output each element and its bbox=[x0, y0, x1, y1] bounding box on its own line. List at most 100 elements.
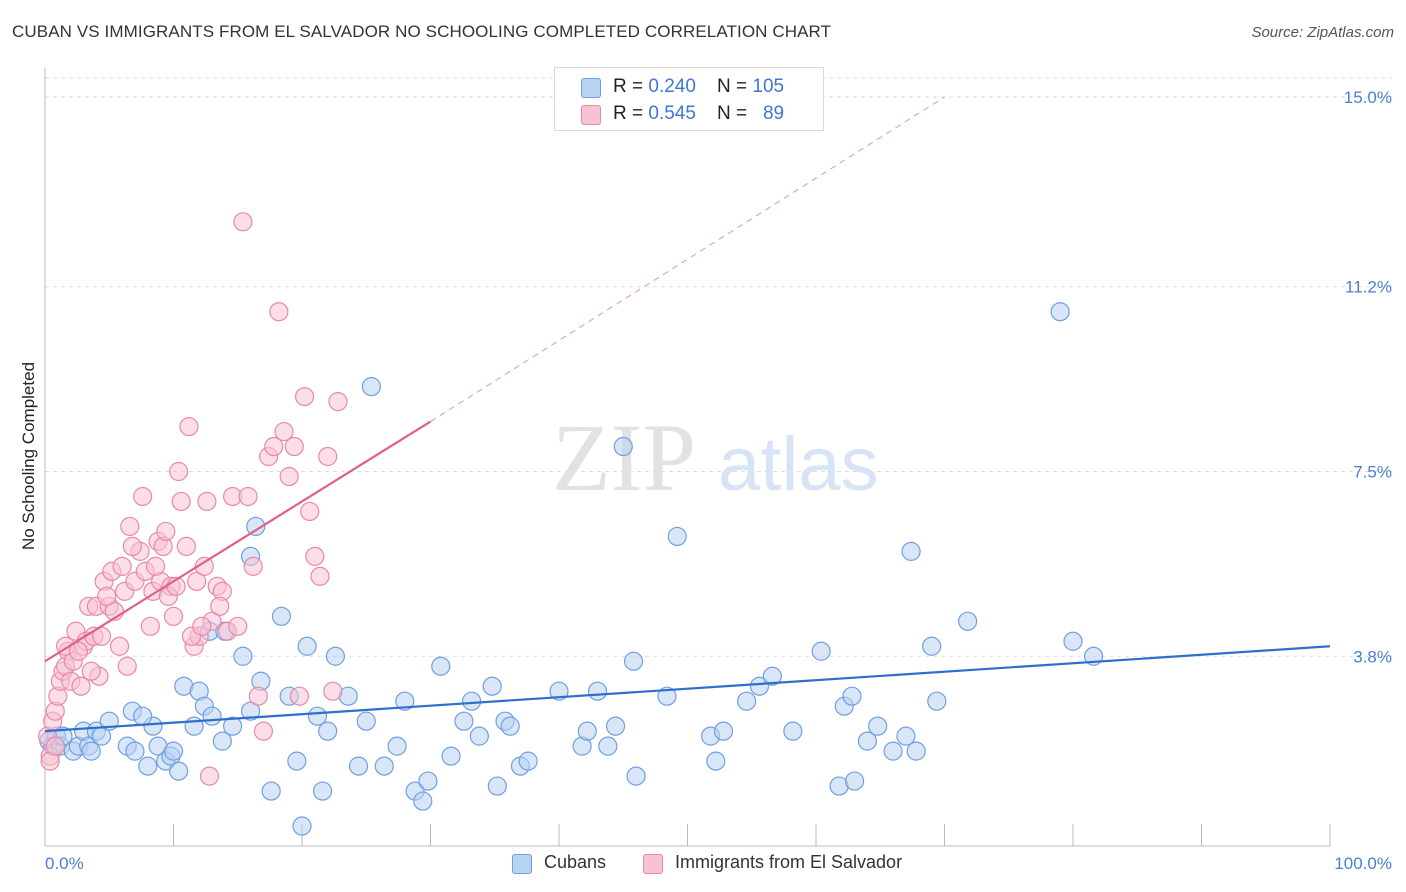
el-salvador-point-72 bbox=[310, 566, 330, 586]
el-salvador-point-80 bbox=[81, 661, 101, 681]
cubans-point-49 bbox=[418, 771, 438, 791]
cubans-point-91 bbox=[927, 691, 947, 711]
cubans-point-46 bbox=[395, 691, 415, 711]
trend-line-0 bbox=[44, 645, 1331, 733]
cubans-point-79 bbox=[811, 641, 831, 661]
x-tick-label-0: 0.0% bbox=[45, 854, 84, 873]
chart-title: CUBAN VS IMMIGRANTS FROM EL SALVADOR NO … bbox=[12, 22, 832, 41]
trend-line-1 bbox=[44, 420, 432, 663]
cubans-point-84 bbox=[857, 731, 878, 751]
bottom-legend-label-el-salvador: Immigrants from El Salvador bbox=[675, 852, 903, 872]
el-salvador-point-44 bbox=[179, 416, 199, 437]
cubans-point-61 bbox=[549, 681, 569, 701]
cubans-point-35 bbox=[297, 636, 317, 656]
el-salvador-point-50 bbox=[199, 766, 220, 786]
cubans-point-63 bbox=[577, 721, 597, 741]
y-tick-label-2: 11.2% bbox=[1345, 278, 1392, 297]
series-el-salvador bbox=[37, 212, 348, 786]
el-salvador-point-56 bbox=[228, 616, 248, 636]
cubans-point-14 bbox=[125, 741, 145, 761]
el-salvador-point-43 bbox=[176, 536, 196, 557]
y-tick-label-3: 15.0% bbox=[1344, 88, 1392, 107]
el-salvador-point-79 bbox=[68, 641, 89, 661]
el-salvador-point-12 bbox=[71, 676, 91, 696]
cubans-point-87 bbox=[896, 726, 916, 746]
x-tick-labels: 0.0% 100.0% bbox=[45, 854, 1392, 873]
cubans-point-85 bbox=[868, 716, 888, 736]
cubans-point-50 bbox=[431, 656, 451, 676]
cubans-point-37 bbox=[312, 781, 333, 801]
cubans-point-48 bbox=[413, 791, 433, 811]
el-salvador-point-81 bbox=[97, 586, 117, 606]
cubans-point-20 bbox=[169, 761, 189, 781]
el-salvador-point-65 bbox=[274, 421, 294, 442]
cubans-point-100 bbox=[233, 646, 253, 666]
el-salvador-point-61 bbox=[253, 721, 274, 741]
cubans-point-33 bbox=[287, 751, 307, 771]
cubans-point-82 bbox=[842, 686, 862, 706]
y-axis-title: No Schooling Completed bbox=[19, 362, 38, 550]
el-salvador-point-27 bbox=[117, 656, 137, 676]
el-salvador-point-24 bbox=[109, 636, 130, 656]
cubans-point-42 bbox=[356, 711, 376, 731]
cubans-point-54 bbox=[469, 726, 489, 746]
cubans-point-70 bbox=[657, 686, 677, 706]
cubans-point-77 bbox=[762, 666, 782, 686]
el-salvador-point-77 bbox=[45, 736, 65, 756]
bottom-legend-cubans: Cubans bbox=[512, 852, 606, 874]
el-salvador-point-82 bbox=[122, 536, 142, 557]
el-salvador-point-75 bbox=[328, 391, 348, 412]
cubans-point-38 bbox=[318, 721, 338, 741]
el-salvador-point-38 bbox=[156, 521, 176, 542]
cubans-point-39 bbox=[325, 646, 346, 666]
watermark: ZIP atlas bbox=[552, 404, 879, 511]
el-salvador-point-57 bbox=[233, 212, 253, 232]
cubans-point-83 bbox=[844, 771, 865, 791]
cubans-point-93 bbox=[1050, 302, 1070, 322]
legend-r-cubans: 0.240 bbox=[648, 76, 696, 97]
cubans-point-45 bbox=[387, 736, 407, 756]
cubans-point-41 bbox=[348, 756, 369, 776]
el-salvador-point-49 bbox=[197, 491, 217, 512]
el-salvador-point-69 bbox=[294, 387, 315, 407]
cubans-point-26 bbox=[212, 731, 232, 751]
cubans-point-98 bbox=[246, 516, 266, 537]
cubans-point-88 bbox=[901, 541, 921, 561]
cubans-point-74 bbox=[713, 721, 734, 741]
cubans-point-68 bbox=[623, 651, 644, 671]
cubans-point-86 bbox=[883, 741, 903, 761]
watermark-atlas: atlas bbox=[718, 422, 879, 507]
cubans-point-101 bbox=[163, 741, 184, 761]
el-salvador-point-28 bbox=[120, 516, 140, 537]
bottom-legend-swatch-el-salvador bbox=[643, 854, 663, 874]
el-salvador-point-33 bbox=[140, 616, 160, 636]
el-salvador-point-48 bbox=[194, 556, 214, 576]
legend-n-label: N = bbox=[717, 76, 753, 97]
cubans-point-76 bbox=[749, 676, 770, 696]
el-salvador-point-42 bbox=[171, 491, 191, 512]
legend-row-cubans: R = 0.240 N = 105 bbox=[581, 76, 784, 164]
legend-swatch-el-salvador bbox=[581, 105, 601, 125]
cubans-point-30 bbox=[261, 781, 281, 801]
cubans-point-31 bbox=[271, 606, 292, 626]
el-salvador-point-74 bbox=[323, 681, 343, 701]
cubans-point-43 bbox=[361, 377, 381, 397]
el-salvador-point-63 bbox=[264, 436, 284, 457]
cubans-point-73 bbox=[706, 751, 726, 771]
el-salvador-point-31 bbox=[133, 486, 153, 507]
cubans-point-15 bbox=[138, 756, 158, 776]
stats-legend: R = 0.240 N = 105 R = 0.545 N = 89 bbox=[554, 67, 824, 131]
x-tick-label-1: 100.0% bbox=[1334, 854, 1392, 873]
legend-row-el-salvador: R = 0.545 N = 89 bbox=[581, 103, 784, 191]
el-salvador-point-41 bbox=[169, 461, 189, 482]
legend-n-cubans: 105 bbox=[752, 76, 785, 97]
legend-r-el-salvador: 0.545 bbox=[648, 103, 696, 124]
cubans-point-25 bbox=[202, 706, 222, 726]
cubans-point-34 bbox=[292, 816, 312, 836]
y-tick-label-0: 3.8% bbox=[1353, 647, 1392, 666]
cubans-point-65 bbox=[598, 736, 618, 756]
el-salvador-point-70 bbox=[300, 501, 320, 522]
source-label: Source: ZipAtlas.com bbox=[1251, 24, 1394, 41]
el-salvador-point-71 bbox=[305, 546, 325, 566]
cubans-point-28 bbox=[241, 701, 261, 721]
